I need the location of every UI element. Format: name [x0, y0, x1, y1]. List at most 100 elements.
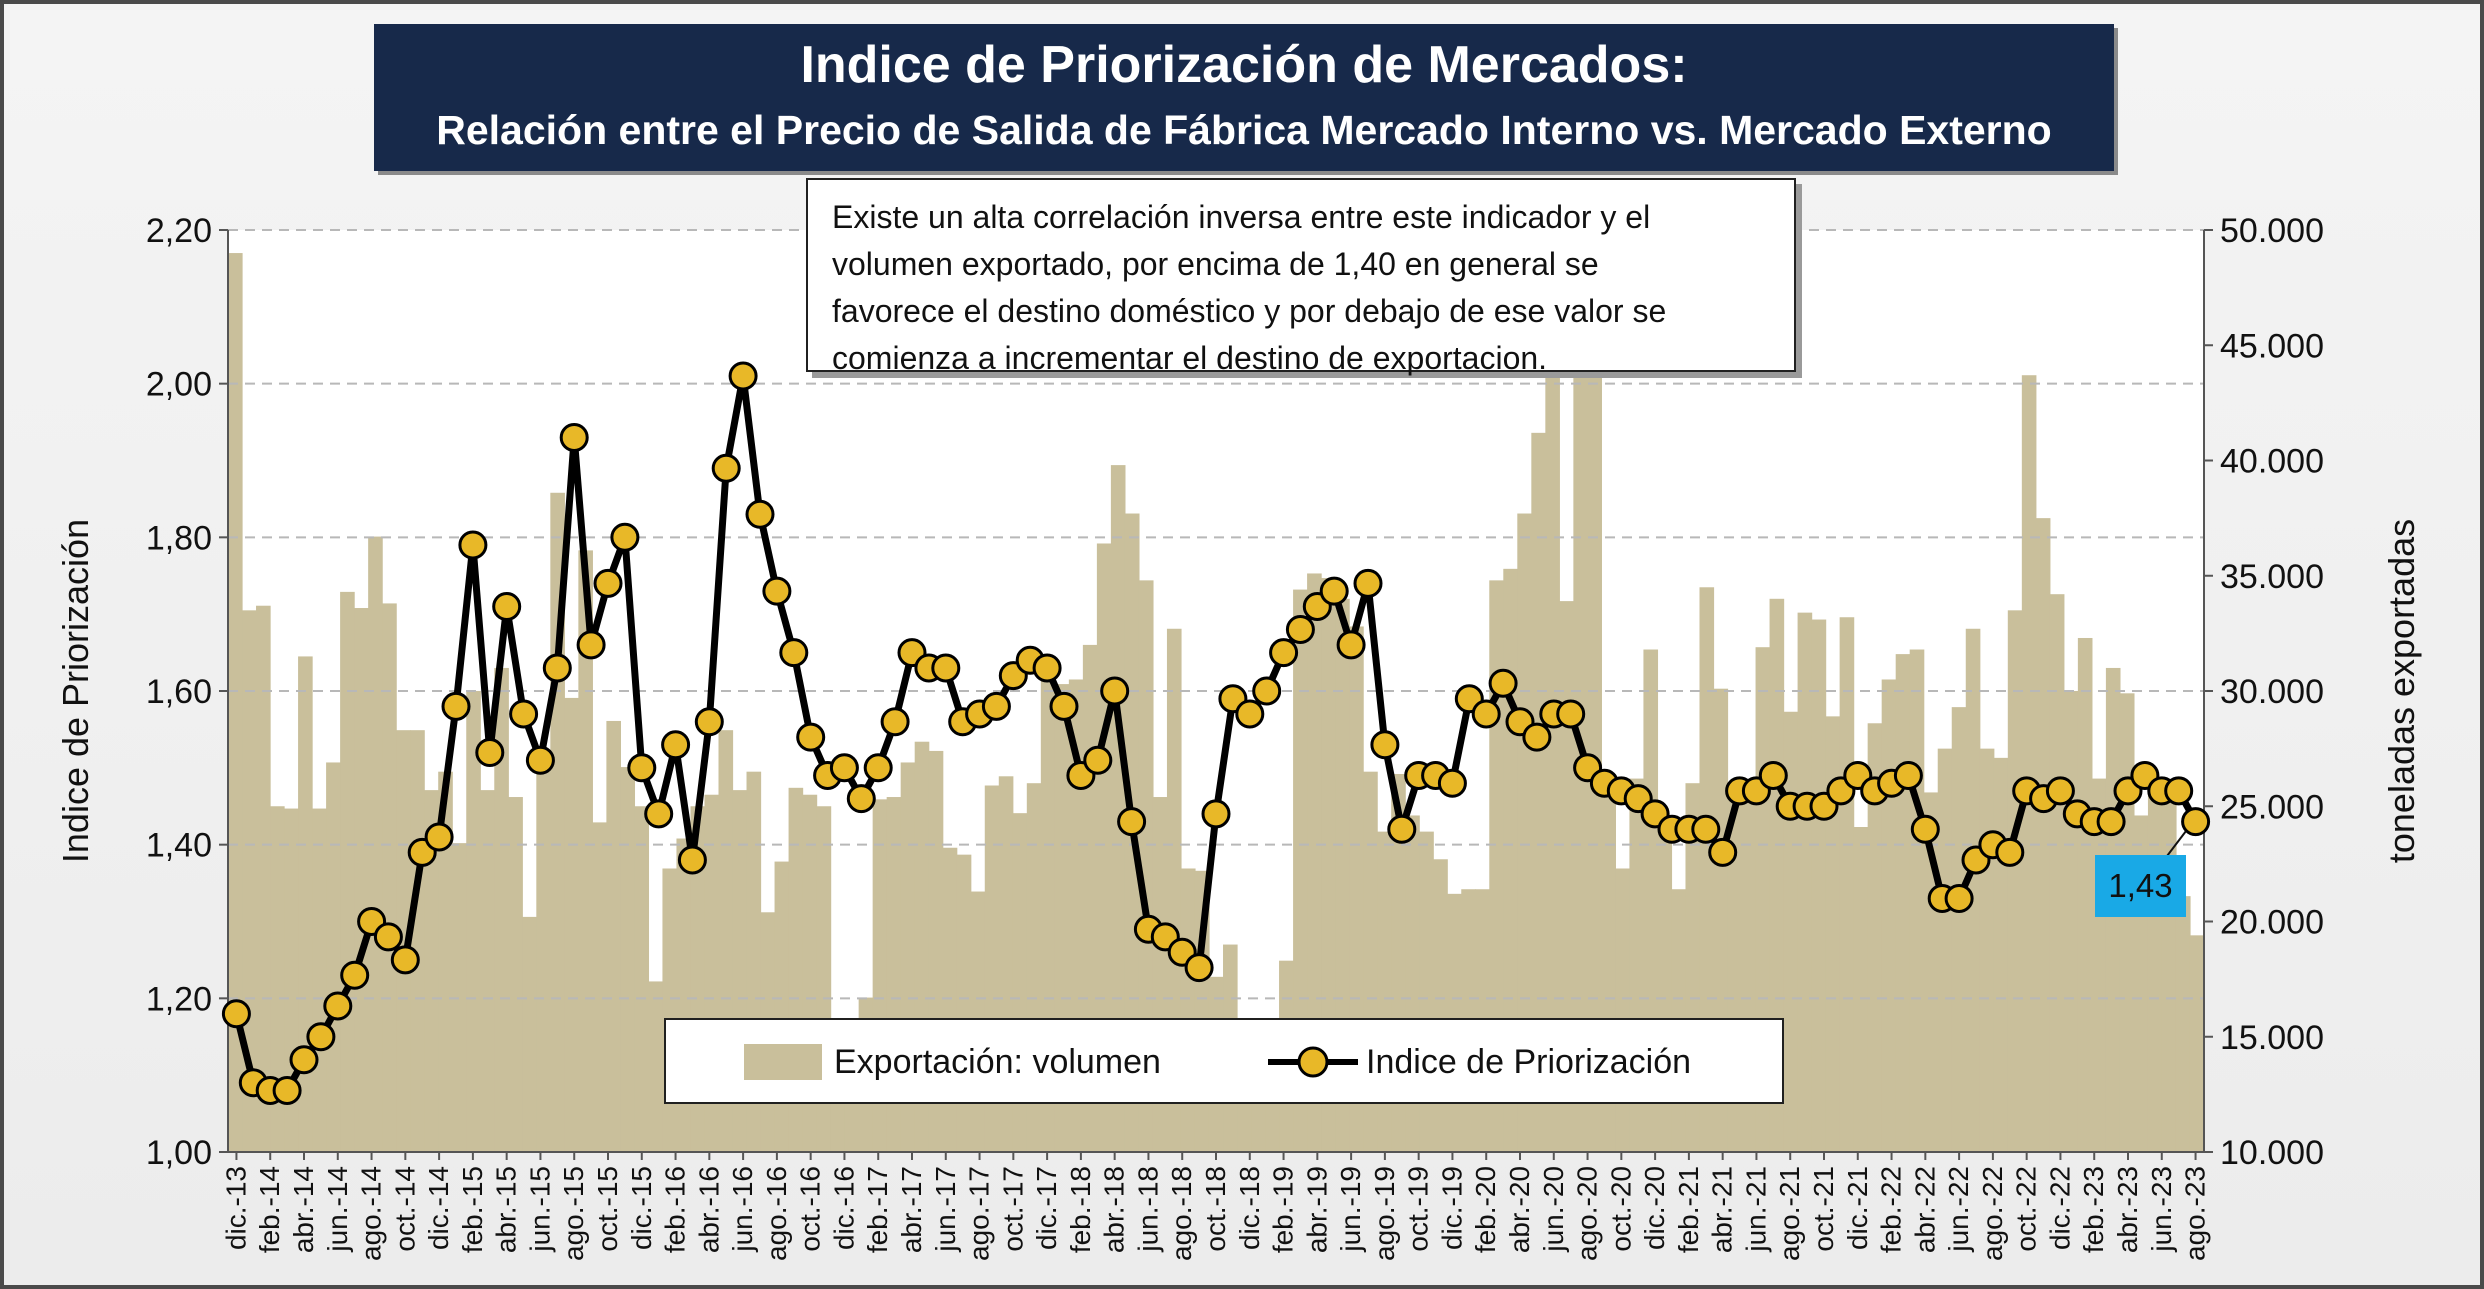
index-point [1353, 568, 1383, 598]
volume-bar [354, 608, 369, 1152]
index-point [509, 699, 539, 729]
chart-title: Indice de Priorización de Mercados: [800, 36, 1688, 94]
volume-bar [396, 730, 411, 1152]
volume-bar [1951, 707, 1967, 1152]
annotation-line: favorece el destino doméstico y por deba… [832, 293, 1667, 329]
volume-bar [1110, 465, 1126, 1152]
volume-bar [606, 720, 621, 1152]
x-tick-label: jun.-17 [930, 1166, 961, 1253]
y2-tick-label: 10.000 [2220, 1134, 2324, 1172]
volume-bar [662, 868, 678, 1152]
annotation-line: volumen exportado, por encima de 1,40 en… [832, 246, 1599, 282]
x-tick-label: dic.-19 [1436, 1166, 1467, 1250]
index-point [2096, 807, 2126, 837]
x-tick-label: oct.-19 [1403, 1166, 1434, 1252]
x-tick-label: feb.-22 [1876, 1166, 1907, 1253]
y-tick-label: 1,20 [146, 980, 212, 1018]
x-tick-label: abr.-16 [693, 1166, 724, 1253]
x-tick-label: abr.-21 [1707, 1166, 1738, 1253]
x-tick-label: oct.-16 [795, 1166, 826, 1252]
y2-tick-label: 35.000 [2220, 558, 2324, 596]
index-point [846, 784, 876, 814]
x-tick-label: dic.-22 [2044, 1166, 2075, 1250]
x-tick-label: dic.-18 [1234, 1166, 1265, 1250]
volume-bar [620, 767, 636, 1152]
y-tick-label: 1,00 [146, 1134, 212, 1172]
legend-swatch-line [1268, 1046, 1358, 1078]
chart-subtitle: Relación entre el Precio de Salida de Fá… [436, 107, 2052, 153]
volume-bar [1909, 649, 1925, 1152]
volume-bar [410, 730, 425, 1152]
y2-tick-label: 20.000 [2220, 904, 2324, 942]
x-tick-label: ago.-22 [1977, 1166, 2008, 1261]
index-point [221, 999, 251, 1029]
index-point [1370, 730, 1400, 760]
y-axis-label: Indice de Priorización [55, 519, 96, 863]
y2-axis-label: toneladas exportadas [2381, 519, 2422, 863]
y2-tick-label: 30.000 [2220, 673, 2324, 711]
x-tick-label: ago.-21 [1774, 1166, 1805, 1261]
index-point [1437, 768, 1467, 798]
volume-bar [452, 843, 467, 1152]
index-point [1083, 745, 1113, 775]
x-tick-label: jun.-20 [1538, 1166, 1569, 1253]
x-tick-label: ago.-16 [761, 1166, 792, 1261]
volume-bar [564, 697, 579, 1152]
x-tick-label: abr.-14 [288, 1166, 319, 1253]
x-tick-label: abr.-20 [1504, 1166, 1535, 1253]
index-point [745, 499, 775, 529]
volume-bar [2161, 785, 2177, 1152]
volume-bar [270, 806, 285, 1152]
index-point [323, 991, 353, 1021]
x-tick-label: ago.-18 [1166, 1166, 1197, 1261]
index-point [1488, 668, 1518, 698]
index-point [1032, 653, 1062, 683]
index-point [1285, 615, 1315, 644]
volume-bar [2077, 637, 2093, 1152]
index-point [441, 691, 471, 721]
volume-bar [2035, 518, 2051, 1153]
x-tick-label: dic.-17 [1031, 1166, 1062, 1250]
volume-bar [1138, 580, 1154, 1152]
volume-bar [1937, 748, 1953, 1153]
index-point [1708, 837, 1738, 867]
x-tick-label: feb.-14 [254, 1166, 285, 1253]
index-point [880, 707, 910, 737]
x-tick-label: oct.-21 [1808, 1166, 1839, 1252]
volume-bar [508, 797, 523, 1152]
x-tick-label: ago.-15 [558, 1166, 589, 1261]
x-tick-label: feb.-23 [2078, 1166, 2109, 1253]
volume-bar [312, 808, 327, 1152]
volume-bar [1433, 859, 1448, 1152]
volume-bar [1783, 711, 1799, 1152]
index-point [340, 960, 370, 990]
x-tick-label: jun.-14 [322, 1166, 353, 1253]
x-tick-label: ago.-23 [2180, 1166, 2211, 1261]
y-tick-label: 1,80 [146, 519, 212, 557]
volume-bar [1853, 827, 1869, 1152]
volume-bar [2049, 594, 2065, 1152]
volume-bar [634, 806, 650, 1152]
volume-bar [774, 861, 790, 1152]
x-tick-label: oct.-22 [2011, 1166, 2042, 1252]
index-point [728, 361, 758, 391]
x-tick-label: feb.-20 [1470, 1166, 1501, 1253]
volume-bar [382, 603, 397, 1152]
volume-bar [466, 691, 481, 1152]
volume-bar [536, 762, 551, 1152]
volume-bar [494, 667, 509, 1152]
volume-bar [1517, 513, 1532, 1152]
index-point [542, 653, 572, 683]
x-tick-label: jun.-16 [727, 1166, 758, 1253]
legend-swatch-bar [744, 1044, 822, 1080]
x-tick-label: abr.-17 [896, 1166, 927, 1253]
x-tick-label: dic.-14 [423, 1166, 454, 1250]
line-layer [221, 361, 2211, 1105]
index-point [458, 530, 488, 560]
index-point [796, 722, 826, 752]
volume-bar [2119, 693, 2135, 1152]
volume-bar [1867, 723, 1883, 1152]
x-tick-label: abr.-19 [1301, 1166, 1332, 1253]
y2-tick-label: 50.000 [2220, 212, 2324, 250]
x-tick-label: oct.-20 [1605, 1166, 1636, 1252]
